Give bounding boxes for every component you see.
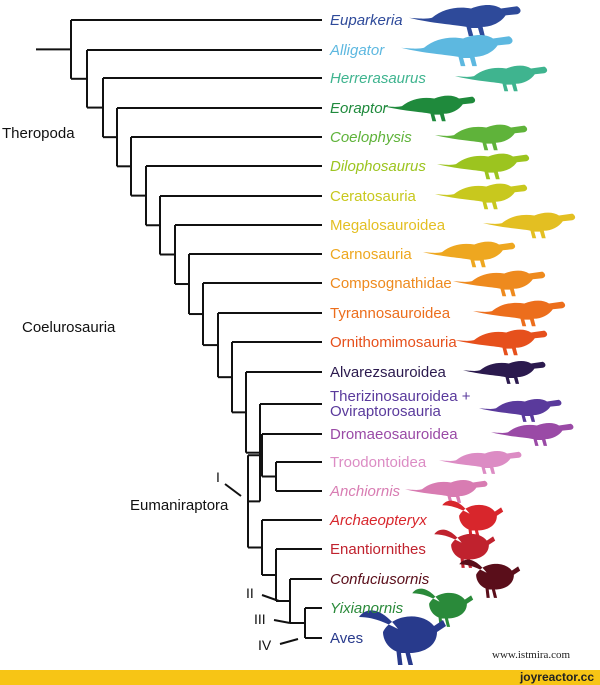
silhouette-eoraptor-icon (383, 95, 476, 122)
silhouette-anchiornis-icon (405, 479, 488, 503)
node-pointer-ii (261, 594, 280, 602)
silhouette-ornithomimosauria-icon (455, 329, 548, 356)
taxon-label-herrerasaurus: Herrerasaurus (330, 70, 426, 87)
silhouette-aves-icon (359, 610, 446, 665)
silhouette-euparkeria-icon (409, 5, 521, 37)
node-label-iii: III (254, 611, 266, 627)
taxon-label-ceratosauria: Ceratosauria (330, 188, 417, 205)
taxon-label-alvarezsauroidea: Alvarezsauroidea (330, 364, 447, 381)
taxon-label-archaeopteryx: Archaeopteryx (329, 512, 427, 529)
taxon-label-carnosauria: Carnosauria (330, 246, 412, 263)
silhouette-dilophosaurus-icon (437, 153, 530, 180)
silhouette-enantiornithes-icon (434, 529, 496, 568)
silhouette-herrerasaurus-icon (455, 65, 548, 92)
silhouette-archaeopteryx-icon (442, 500, 504, 539)
silhouette-therizinosauroidea-icon (479, 398, 562, 422)
taxon-labels: Euparkeria Alligator Herrerasaurus Eoraptor… (329, 12, 471, 647)
taxon-label-troodontoidea: Troodontoidea (330, 454, 427, 471)
taxon-label-eoraptor: Eoraptor (330, 100, 389, 117)
silhouette-compsognathidae-icon (453, 270, 546, 297)
silhouette-megalosauroidea-icon (483, 212, 576, 239)
node-pointer-i (224, 483, 242, 497)
clade-label-theropoda: Theropoda (2, 125, 75, 142)
node-label-ii: II (246, 585, 254, 601)
silhouette-layer (359, 5, 576, 665)
taxon-label-alligator: Alligator (329, 42, 385, 59)
taxon-label-tyrannosauroidea: Tyrannosauroidea (330, 305, 451, 322)
silhouette-alligator-icon (401, 35, 513, 67)
taxon-label-enantiornithes: Enantiornithes (330, 541, 426, 558)
taxon-label-megalosauroidea: Megalosauroidea (330, 217, 446, 234)
node-pointer-iv (279, 638, 299, 645)
taxon-label-euparkeria: Euparkeria (330, 12, 403, 29)
silhouette-carnosauria-icon (423, 241, 516, 268)
footer-bar: joyreactor.cc (0, 670, 600, 685)
silhouette-coelophysis-icon (435, 124, 528, 151)
footer-link[interactable]: joyreactor.cc (519, 670, 594, 684)
cladogram-branches (36, 19, 322, 639)
taxon-label-confuciusornis: Confuciusornis (330, 571, 430, 588)
silhouette-dromaeosauroidea-icon (491, 422, 574, 446)
node-pointer-iii (273, 619, 291, 624)
taxon-label-ornithomimosauria: Ornithomimosauria (330, 334, 457, 351)
silhouette-yixianornis-icon (412, 588, 474, 627)
taxon-label-aves: Aves (330, 630, 363, 647)
watermark-text: www.istmira.com (492, 649, 571, 661)
taxon-label-yixianornis: Yixianornis (330, 600, 404, 617)
taxon-label-anchiornis: Anchiornis (329, 483, 401, 500)
clade-label-eumaniraptora: Eumaniraptora (130, 497, 229, 514)
taxon-label-coelophysis: Coelophysis (330, 129, 412, 146)
taxon-label-dilophosaurus: Dilophosaurus (330, 158, 426, 175)
silhouette-alvarezsauroidea-icon (463, 360, 546, 384)
silhouette-troodontoidea-icon (439, 450, 522, 474)
clade-label-coelurosauria: Coelurosauria (22, 319, 116, 336)
taxon-label-dromaeosauroidea: Dromaeosauroidea (330, 426, 458, 443)
silhouette-confuciusornis-icon (459, 559, 521, 598)
silhouette-tyrannosauroidea-icon (473, 300, 566, 327)
node-label-iv: IV (258, 637, 272, 653)
node-label-i: I (216, 469, 220, 485)
taxon-label-therizinosauroidea-oviraptorosauria: Therizinosauroidea + Oviraptorosauria (330, 388, 471, 420)
taxon-label-compsognathidae: Compsognathidae (330, 275, 452, 292)
silhouette-ceratosauria-icon (435, 183, 528, 210)
